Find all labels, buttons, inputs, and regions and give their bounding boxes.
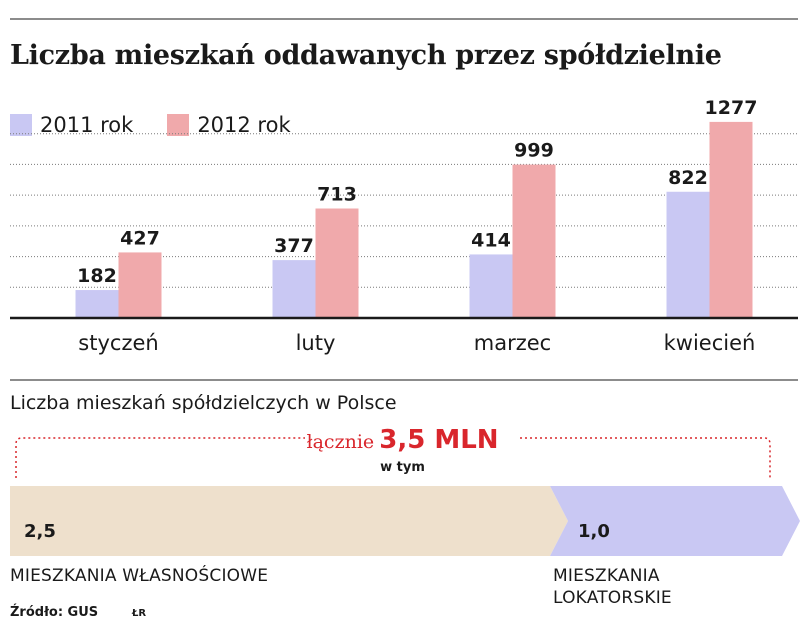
rent-segment xyxy=(550,486,800,556)
total-label: łącznie 3,5 MLN xyxy=(0,425,805,455)
data-label: 713 xyxy=(317,184,357,206)
bar-2012 xyxy=(315,208,359,318)
own-value: 2,5 xyxy=(24,521,56,542)
rent-value: 1,0 xyxy=(578,521,610,542)
total-prefix: łącznie xyxy=(306,431,375,453)
rent-label-line1: MIESZKANIA xyxy=(553,566,660,586)
source-note: Źródło: GUS xyxy=(10,605,99,620)
bar-2012 xyxy=(709,121,753,318)
legend-label-2012: 2012 rok xyxy=(197,113,291,137)
category-label: luty xyxy=(296,331,336,355)
rent-label-line2: LOKATORSKIE xyxy=(553,588,672,608)
breakdown-subtitle: Liczba mieszkań spółdzielczych w Polsce xyxy=(10,392,397,414)
category-label: marzec xyxy=(474,331,551,355)
data-label: 182 xyxy=(77,265,117,287)
legend-label-2011: 2011 rok xyxy=(40,113,134,137)
data-label: 377 xyxy=(274,235,314,257)
legend-swatch-2011 xyxy=(10,114,32,136)
legend-swatch-2012 xyxy=(167,114,190,136)
bar-2011 xyxy=(666,191,710,318)
legend-item-2012: 2012 rok xyxy=(167,113,291,137)
category-label: kwiecień xyxy=(664,331,756,355)
own-segment xyxy=(10,486,568,556)
data-label: 1277 xyxy=(705,97,758,119)
total-value: 3,5 MLN xyxy=(379,425,499,455)
data-label: 427 xyxy=(120,227,160,249)
in-total-label: w tym xyxy=(380,460,425,475)
own-label: MIESZKANIA WŁASNOŚCIOWE xyxy=(10,566,269,586)
author-initials: ŁR xyxy=(132,608,147,619)
chart-title: Liczba mieszkań oddawanych przez spółdzi… xyxy=(10,40,722,71)
legend-item-2011: 2011 rok xyxy=(10,113,133,137)
legend: 2011 rok 2012 rok xyxy=(10,113,325,137)
bar-2011 xyxy=(469,254,513,318)
bar-2011 xyxy=(272,260,316,318)
data-label: 414 xyxy=(471,229,511,251)
category-label: styczeń xyxy=(78,331,158,355)
bar-2011 xyxy=(75,290,119,318)
data-label: 999 xyxy=(514,140,554,162)
data-label: 822 xyxy=(668,167,708,189)
top-rule xyxy=(10,18,798,20)
bar-2012 xyxy=(118,252,162,318)
bar-2012 xyxy=(512,164,556,318)
